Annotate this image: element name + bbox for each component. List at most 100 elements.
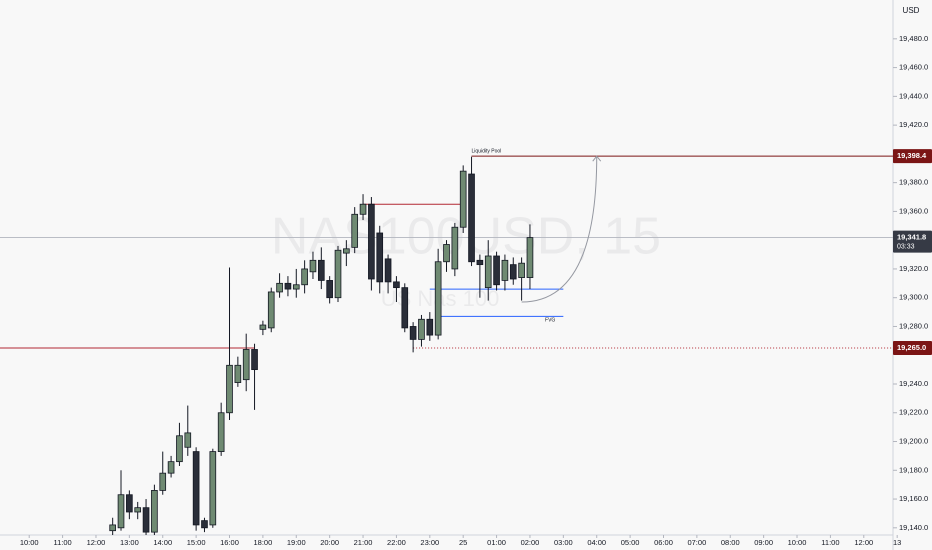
countdown: 03:33 xyxy=(897,243,915,250)
price-label: 19,265.0 xyxy=(897,343,926,352)
x-tick-label: 08:00 xyxy=(721,538,740,547)
x-tick-label: 12:00 xyxy=(854,538,873,547)
candle-body xyxy=(259,324,267,330)
candle-body xyxy=(384,258,392,283)
candle-body xyxy=(359,203,367,215)
candle-body xyxy=(459,170,467,228)
y-tick-label: 19,280.0 xyxy=(899,321,928,330)
candle-body xyxy=(376,232,384,283)
candle-body xyxy=(409,326,417,340)
candle-body xyxy=(451,226,459,270)
x-tick-label: 15:00 xyxy=(187,538,206,547)
candle-body xyxy=(201,520,208,529)
candle-body xyxy=(126,494,133,513)
x-tick-label: 11:00 xyxy=(53,538,71,547)
candle-body xyxy=(242,349,250,381)
candle-body xyxy=(493,255,500,286)
x-tick-label: 21:00 xyxy=(354,538,373,547)
arrow-head xyxy=(592,155,602,162)
level-label: Liquidity Pool xyxy=(472,149,502,155)
candle-body xyxy=(267,291,275,329)
y-tick-label: 19,440.0 xyxy=(899,91,928,100)
price-label-box xyxy=(893,230,932,253)
x-tick-label: 13:00 xyxy=(120,538,139,547)
candle-body xyxy=(167,461,175,474)
candle-body xyxy=(276,282,283,293)
candle-body xyxy=(426,318,434,336)
y-tick-label: 19,300.0 xyxy=(899,293,928,302)
candle-body xyxy=(284,282,292,290)
price-label: 19,398.4 xyxy=(897,151,927,160)
candle-body xyxy=(184,432,192,448)
y-tick-label: 19,140.0 xyxy=(899,523,928,532)
candle-body xyxy=(309,259,317,273)
candle-body xyxy=(251,349,258,371)
x-tick-label: 25 xyxy=(459,538,467,547)
x-tick-label: 05:00 xyxy=(621,538,640,547)
x-tick-label: 14:00 xyxy=(153,538,172,547)
x-tick-label: 07:00 xyxy=(687,538,706,547)
candle-body xyxy=(484,255,492,289)
candle-body xyxy=(317,259,325,281)
candle-body xyxy=(301,268,308,286)
candle-body xyxy=(401,287,409,329)
x-tick-label: 11:00 xyxy=(821,538,839,547)
x-tick-label: 09:00 xyxy=(754,538,773,547)
candle-body xyxy=(226,364,233,414)
candle-body xyxy=(176,435,183,463)
candle-body xyxy=(292,284,300,290)
x-tick-label: 12:00 xyxy=(87,538,106,547)
candle-body xyxy=(434,261,442,336)
x-tick-label: 06:00 xyxy=(654,538,673,547)
price-label-box xyxy=(893,341,932,356)
x-tick-label: 13 xyxy=(893,538,901,547)
y-tick-label: 19,380.0 xyxy=(899,178,928,187)
candle-body xyxy=(418,318,425,340)
candle-body xyxy=(142,507,150,533)
x-tick-label: 18:00 xyxy=(254,538,273,547)
candle-body xyxy=(518,262,525,278)
candle-body xyxy=(134,507,142,513)
x-tick-label: 10:00 xyxy=(788,538,807,547)
level-label: FVG xyxy=(545,318,555,324)
x-tick-label: 16:00 xyxy=(220,538,239,547)
candle-body xyxy=(351,213,359,248)
candle-body xyxy=(334,249,342,299)
currency: USD xyxy=(903,6,920,15)
candle-body xyxy=(117,494,125,529)
x-tick-label: 23:00 xyxy=(420,538,439,547)
x-tick-label: 22:00 xyxy=(387,538,406,547)
y-tick-label: 19,240.0 xyxy=(899,379,928,388)
x-tick-label: 19:00 xyxy=(287,538,306,547)
y-tick-label: 19,160.0 xyxy=(899,494,928,503)
candle-body xyxy=(109,524,116,532)
x-tick-label: 03:00 xyxy=(554,538,573,547)
candle-body xyxy=(393,281,400,289)
price-label-box xyxy=(893,149,932,164)
x-tick-label: 02:00 xyxy=(521,538,540,547)
y-tick-label: 19,200.0 xyxy=(899,437,928,446)
candle-body xyxy=(192,451,200,526)
y-tick-label: 19,460.0 xyxy=(899,63,928,72)
candle-body xyxy=(501,259,509,281)
candle-body xyxy=(326,280,333,299)
y-tick-label: 19,320.0 xyxy=(899,264,928,273)
arrow xyxy=(521,156,598,303)
y-tick-label: 19,180.0 xyxy=(899,465,928,474)
x-tick-label: 10:00 xyxy=(20,538,39,547)
candle-body xyxy=(468,173,475,263)
y-tick-label: 19,420.0 xyxy=(899,120,928,129)
candle-body xyxy=(343,248,350,254)
x-tick-label: 20:00 xyxy=(320,538,339,547)
candle-body xyxy=(368,203,375,280)
candle-body xyxy=(526,237,534,278)
y-tick-label: 19,220.0 xyxy=(899,408,928,417)
candle-body xyxy=(151,490,158,533)
candle-body xyxy=(509,264,517,280)
x-tick-label: 04:00 xyxy=(587,538,606,547)
price-label: 19,341.8 xyxy=(897,233,926,242)
candle-body xyxy=(234,364,242,383)
